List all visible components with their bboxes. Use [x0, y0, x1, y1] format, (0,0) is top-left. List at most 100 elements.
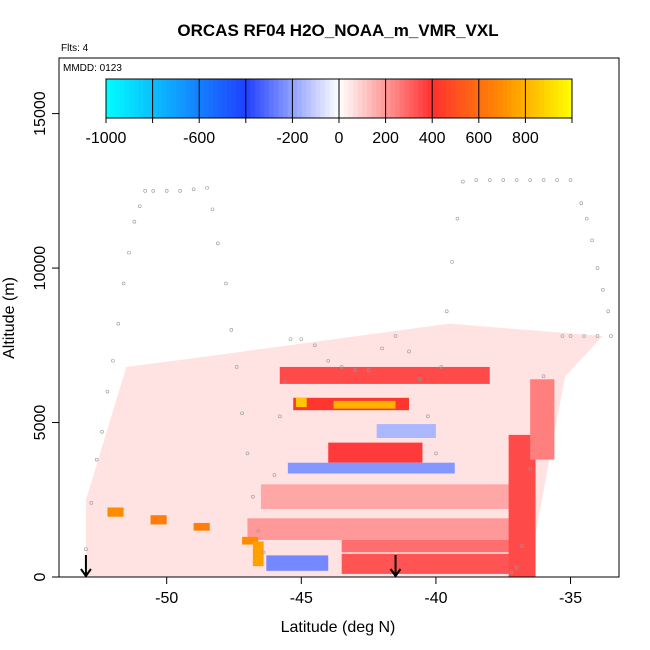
track-point [127, 250, 131, 255]
colorbar-segment [464, 79, 470, 118]
colorbar-tick-label: -200 [276, 130, 308, 147]
heatmap-cell-14 [530, 379, 555, 460]
colorbar-segment [287, 79, 293, 118]
colorbar-segment [231, 79, 237, 118]
colorbar-segment [492, 79, 498, 118]
colorbar-segment [334, 79, 340, 118]
track-point [178, 189, 182, 193]
date-label: MMDD: 0123 [63, 63, 122, 74]
heatmap-cell-4 [295, 397, 307, 408]
track-point [514, 178, 519, 182]
heatmap-cell-15 [107, 507, 124, 517]
heatmap-cell-9 [247, 518, 531, 540]
colorbar-segment [376, 79, 382, 118]
colorbar-segment [539, 79, 545, 118]
colorbar-segment [119, 79, 126, 118]
chart-title: ORCAS RF04 H2O_NOAA_m_VMR_VXL [177, 21, 498, 40]
track-point [111, 358, 115, 363]
track-point [407, 349, 411, 354]
colorbar-segment [297, 79, 303, 118]
track-point [555, 178, 559, 182]
colorbar-segment [278, 79, 284, 118]
track-point [132, 219, 137, 224]
track-point [380, 346, 384, 351]
track-point [528, 467, 532, 471]
track-point [560, 334, 565, 338]
heatmap-cell-10 [341, 539, 531, 553]
colorbar-segment [497, 79, 503, 118]
y-axis: 0 5000 10000 15000 [32, 91, 59, 581]
colorbar-segment [175, 79, 182, 118]
colorbar-segment [138, 79, 144, 118]
track-point [568, 178, 573, 182]
colorbar-segment [404, 79, 410, 118]
track-point [520, 544, 524, 548]
track-point [366, 368, 371, 372]
colorbar-segment [208, 79, 214, 118]
colorbar-segment [450, 79, 456, 118]
colorbar-segment [516, 79, 522, 118]
track-point [229, 328, 234, 332]
track-point [216, 241, 220, 246]
heatmap-cell-19 [252, 541, 264, 567]
colorbar-segment [394, 79, 401, 118]
colorbar-segment [217, 79, 223, 118]
x-tick-label: -50 [155, 590, 178, 607]
x-axis-label: Latitude (deg N) [281, 619, 396, 636]
track-point [116, 321, 121, 326]
colorbar-segment [273, 79, 279, 118]
colorbar-segment [530, 79, 536, 118]
track-point [234, 365, 239, 369]
colorbar-segment [357, 79, 363, 118]
colorbar-segment [143, 79, 149, 118]
colorbar-segment [325, 79, 331, 118]
colorbar-segment [534, 79, 540, 118]
colorbar-segment [133, 79, 140, 118]
x-tick-label: -40 [424, 590, 447, 607]
track-point [590, 238, 594, 243]
heatmap-cell-6 [287, 462, 455, 474]
colorbar-segment [320, 79, 326, 118]
colorbar-segment [203, 79, 210, 118]
colorbar-segment [269, 79, 275, 118]
heatmap-cell-3 [333, 400, 396, 409]
colorbar-segment [544, 79, 550, 118]
track-point [299, 337, 304, 341]
track-point [224, 281, 228, 286]
track-point [353, 368, 357, 372]
flights-label: Flts: 4 [61, 43, 89, 54]
track-point [393, 334, 398, 338]
colorbar-segment [385, 79, 391, 118]
track-point [164, 189, 169, 193]
colorbar-segment [152, 79, 158, 118]
colorbar-segment [171, 79, 177, 118]
track-point [94, 457, 99, 462]
colorbar-segment [306, 79, 312, 118]
track-point [444, 309, 449, 314]
colorbar-segment [366, 79, 373, 118]
colorbar-segment [329, 79, 335, 118]
colorbar-segment [427, 79, 433, 118]
colorbar-segment [311, 79, 317, 118]
colorbar-segment [339, 79, 345, 118]
y-tick-label: 10000 [32, 246, 49, 291]
track-point [100, 430, 104, 434]
track-point [609, 334, 613, 338]
colorbar-segment [194, 79, 200, 118]
track-point [339, 365, 344, 369]
colorbar-segment [199, 79, 205, 118]
colorbar-segment [436, 79, 443, 118]
plot-area [80, 178, 613, 578]
track-point [579, 201, 584, 205]
colorbar-segment [399, 79, 405, 118]
colorbar-segment [147, 79, 154, 118]
track-point [568, 334, 573, 338]
colorbar-segment [115, 79, 121, 118]
colorbar-segment [185, 79, 191, 118]
colorbar-tick-label: 400 [419, 130, 446, 147]
colorbar-tick-label: 800 [512, 130, 539, 147]
track-point [240, 411, 244, 416]
track-point [151, 189, 156, 193]
plot-frame [58, 57, 620, 578]
colorbar-segment [460, 79, 466, 118]
